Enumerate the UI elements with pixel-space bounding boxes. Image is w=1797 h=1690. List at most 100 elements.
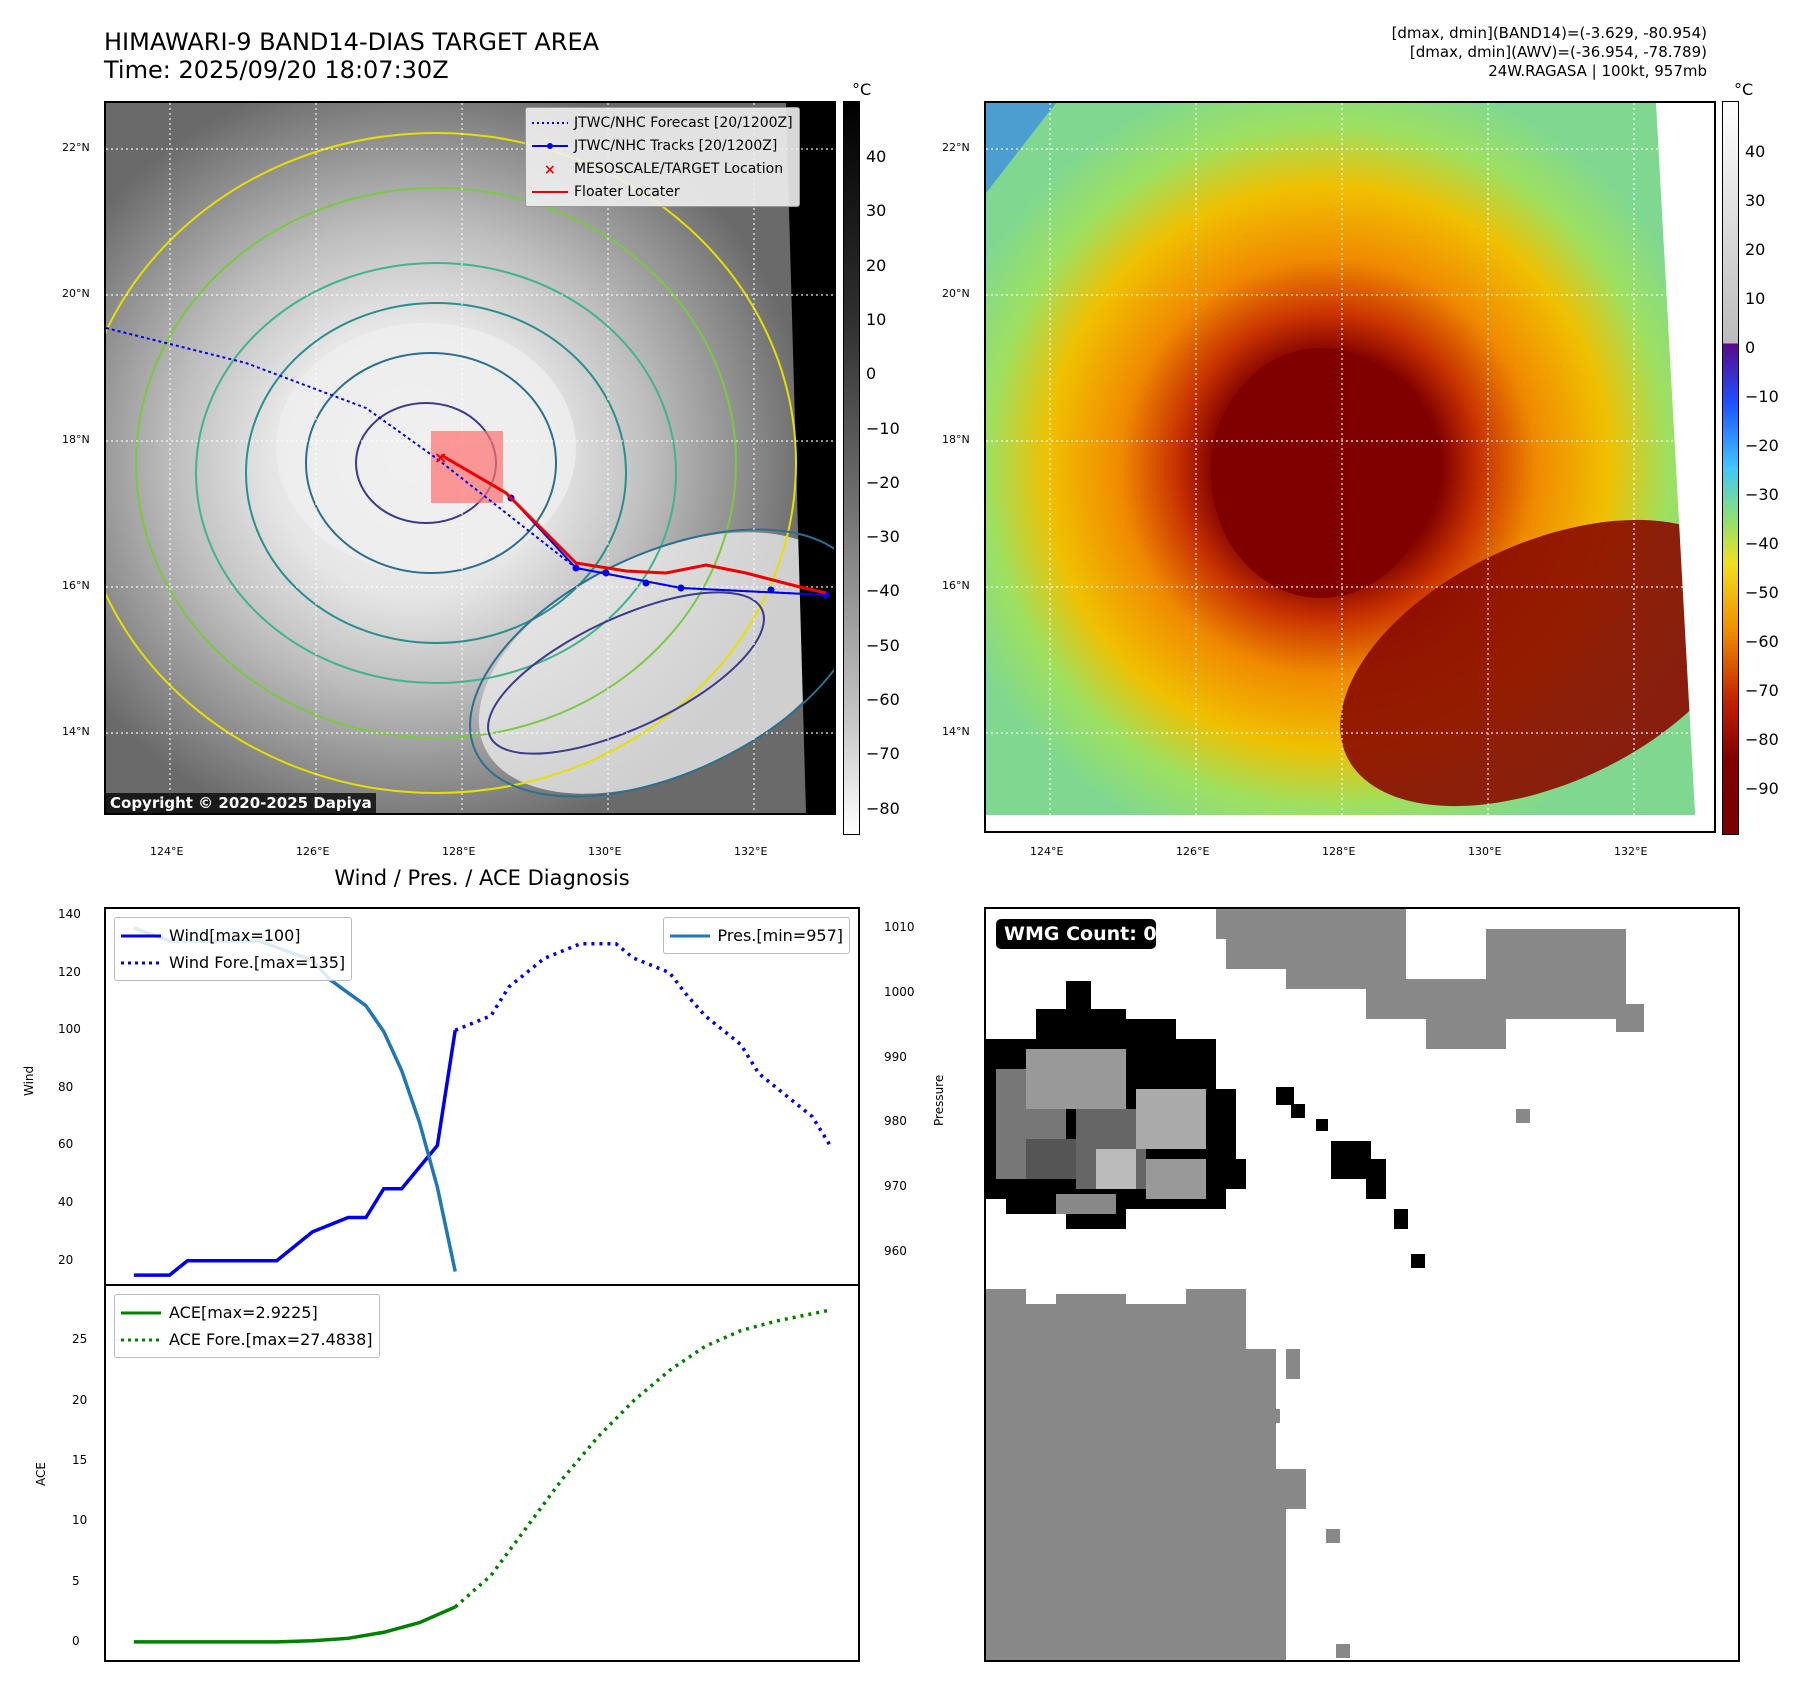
colorbar-tick: 10 (866, 309, 887, 329)
colorbar-tick: −40 (866, 581, 900, 601)
pressure-legend: Pres.[min=957] (662, 917, 850, 954)
band14-map-image: × Copyright © 2020-2025 Dapiya (106, 103, 834, 813)
ace-chart (133, 1308, 831, 1644)
legend-tracks: JTWC/NHC Tracks [20/1200Z] (574, 137, 778, 154)
wmg-panel: WMG Count: 0 (984, 907, 1740, 1662)
legend-ace: ACE[max=2.9225] (169, 1303, 318, 1322)
lat-label: 20°N (942, 287, 970, 300)
legend-forecast: JTWC/NHC Forecast [20/1200Z] (574, 114, 793, 131)
colorbar-tick: −30 (1745, 485, 1779, 504)
diagnosis-title: Wind / Pres. / ACE Diagnosis (334, 866, 630, 890)
wind-ytick: 40 (58, 1195, 74, 1210)
pressure-ytick: 1000 (884, 984, 915, 999)
map-legend: JTWC/NHC Forecast [20/1200Z] JTWC/NHC Tr… (525, 107, 800, 207)
colorbar-tick: 30 (866, 201, 887, 221)
lat-label: 16°N (62, 579, 90, 592)
legend-wind: Wind[max=100] (169, 926, 301, 945)
wind-ytick: 20 (58, 1252, 74, 1267)
ace-axis-label: ACE (34, 1462, 48, 1486)
wind-ytick: 100 (58, 1022, 81, 1037)
lat-label: 14°N (942, 725, 970, 738)
ace-legend: ACE[max=2.9225] ACE Fore.[max=27.4838] (114, 1294, 380, 1358)
colorbar-tick: 0 (866, 364, 877, 384)
observed-track-line (510, 497, 827, 596)
series-line-0 (133, 1029, 457, 1277)
lon-label: 132°E (1614, 845, 1648, 858)
ace-ytick: 15 (72, 1452, 88, 1467)
wmg-image: WMG Count: 0 (986, 909, 1738, 1660)
wind-ytick: 140 (58, 907, 81, 921)
band14-map-panel: × Copyright © 2020-2025 Dapiya JTWC/NHC … (104, 101, 836, 815)
ace-ytick: 5 (72, 1573, 80, 1588)
legend-pressure: Pres.[min=957] (717, 926, 843, 945)
target-marker-icon: × (434, 448, 447, 467)
colorbar-tick: −60 (866, 690, 900, 709)
colorbar-tick: −50 (866, 635, 900, 655)
lat-label: 14°N (62, 725, 90, 738)
pressure-ytick: 960 (884, 1244, 907, 1259)
wind-axis-label: Wind (22, 1065, 36, 1096)
legend-floater: Floater Locater (574, 183, 680, 200)
awv-range-info: [dmax, dmin](AWV)=(-36.954, -78.789) (1409, 43, 1707, 61)
wind-ytick: 120 (58, 964, 81, 979)
legend-ace-forecast: ACE Fore.[max=27.4838] (169, 1330, 373, 1349)
wmg-count-badge: WMG Count: 0 (1004, 923, 1157, 945)
ace-series-line-0 (133, 1605, 456, 1644)
colorbar-tick: −20 (1745, 436, 1779, 455)
pressure-ytick: 980 (884, 1114, 907, 1129)
lon-label: 130°E (1468, 845, 1502, 858)
colorbar-tick: −20 (866, 472, 900, 492)
lon-label: 126°E (1176, 845, 1210, 858)
ace-ytick: 0 (72, 1633, 80, 1648)
floater-locater-line (440, 453, 827, 595)
lon-label: 126°E (296, 845, 330, 858)
colorbar-unit: °C (1734, 80, 1754, 99)
colorbar-unit: °C (852, 80, 872, 99)
lat-label: 22°N (942, 141, 970, 154)
series-line-1 (454, 942, 832, 1147)
awv-map-panel (984, 101, 1716, 833)
storm-info: 24W.RAGASA | 100kt, 957mb (1488, 62, 1707, 80)
pressure-ytick: 1010 (884, 919, 915, 934)
colorbar-tick: 40 (1745, 142, 1766, 161)
lat-label: 18°N (942, 433, 970, 446)
colorbar-tick: −40 (1745, 534, 1779, 553)
ace-series-line-1 (454, 1308, 831, 1609)
colorbar-tick: −70 (866, 744, 900, 764)
lat-label: 16°N (942, 579, 970, 592)
ace-ytick: 10 (72, 1513, 88, 1528)
colorbar-tick: 20 (1745, 240, 1766, 259)
figure-title: HIMAWARI-9 BAND14-DIAS TARGET AREA (104, 28, 600, 56)
ace-panel: ACE[max=2.9225] ACE Fore.[max=27.4838] (104, 1284, 860, 1662)
awv-colorbar (1722, 101, 1739, 835)
colorbar-tick: 40 (866, 147, 887, 166)
colorbar-tick: 0 (1745, 338, 1756, 357)
wind-legend: Wind[max=100] Wind Fore.[max=135] (114, 917, 353, 981)
copyright-text: Copyright © 2020-2025 Dapiya (110, 794, 372, 812)
wind-ytick: 60 (58, 1137, 74, 1152)
band14-colorbar (843, 101, 860, 835)
colorbar-tick: −10 (866, 418, 900, 438)
colorbar-tick: 20 (866, 255, 887, 275)
legend-target: MESOSCALE/TARGET Location (574, 160, 784, 177)
pressure-axis-label: Pressure (932, 1074, 946, 1126)
wmg-badge-bg (996, 919, 1156, 949)
band14-range-info: [dmax, dmin](BAND14)=(-3.629, -80.954) (1391, 24, 1707, 42)
lat-label: 18°N (62, 433, 90, 446)
colorbar-tick: 10 (1745, 289, 1766, 308)
colorbar-tick: −50 (1745, 583, 1779, 602)
colorbar-tick: −90 (1745, 779, 1779, 798)
colorbar-tick: −70 (1745, 681, 1779, 700)
lon-label: 132°E (734, 845, 768, 858)
wind-pressure-panel: Wind[max=100] Wind Fore.[max=135] Pres.[… (104, 907, 860, 1286)
colorbar-tick: −30 (866, 527, 900, 547)
lon-label: 124°E (1030, 845, 1064, 858)
figure-time: Time: 2025/09/20 18:07:30Z (104, 56, 449, 84)
colorbar-tick: −10 (1745, 387, 1779, 406)
awv-map-image (986, 103, 1714, 831)
colorbar-tick: −80 (866, 798, 900, 818)
svg-text:×: × (544, 163, 556, 175)
wind-ytick: 80 (58, 1079, 74, 1094)
lon-label: 124°E (150, 845, 184, 858)
colorbar-tick: 30 (1745, 191, 1766, 210)
